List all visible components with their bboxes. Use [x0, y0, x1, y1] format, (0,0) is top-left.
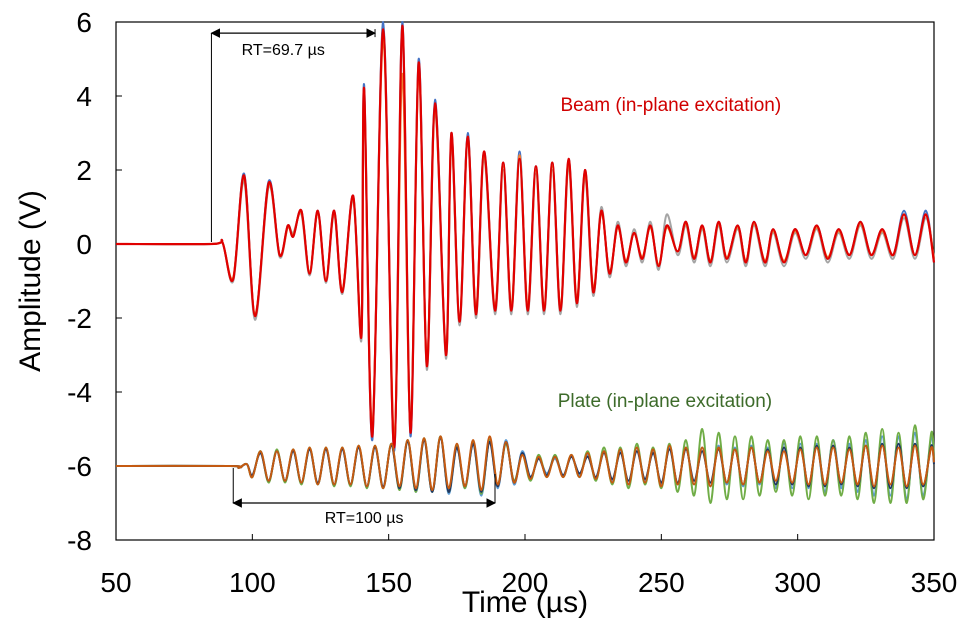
y-axis-title: Amplitude (V)	[14, 190, 47, 372]
rt-label-rt_plate: RT=100 µs	[325, 510, 404, 527]
x-tick-label: 300	[774, 567, 821, 598]
series-line-beam-4	[115, 24, 936, 449]
annotation-layer: RT=69.7 µs RT=100 µs	[210, 28, 496, 527]
group-label-beam: Beam (in-plane excitation)	[560, 95, 781, 116]
x-tick-label: 100	[229, 567, 276, 598]
group-label-plate: Plate (in-plane excitation)	[558, 391, 772, 412]
x-tick-label: 350	[911, 567, 958, 598]
y-tick-label: -6	[67, 451, 92, 482]
rt-label-rt_beam: RT=69.7 µs	[242, 42, 325, 59]
y-tick-label: -2	[67, 303, 92, 334]
y-axis-ticks: 6 4 2 0 -2 -4 -6 -8	[67, 7, 122, 556]
y-tick-label: 2	[76, 155, 92, 186]
series-line-plate-8	[115, 435, 935, 492]
x-tick-label: 150	[365, 567, 412, 598]
y-tick-label: 0	[76, 229, 92, 260]
x-tick-label: 200	[502, 567, 549, 598]
series-layer	[115, 20, 936, 505]
group-label-layer: Beam (in-plane excitation) Plate (in-plan…	[558, 95, 781, 412]
y-tick-label: -8	[67, 525, 92, 556]
y-tick-label: -4	[67, 377, 92, 408]
x-tick-label: 250	[638, 567, 685, 598]
x-axis-title: Time (µs)	[462, 586, 588, 619]
x-axis-ticks: 50 100 150 200 250 300 350	[100, 534, 957, 598]
x-tick-label: 50	[100, 567, 131, 598]
y-tick-label: 6	[76, 7, 92, 38]
y-tick-label: 4	[76, 81, 92, 112]
